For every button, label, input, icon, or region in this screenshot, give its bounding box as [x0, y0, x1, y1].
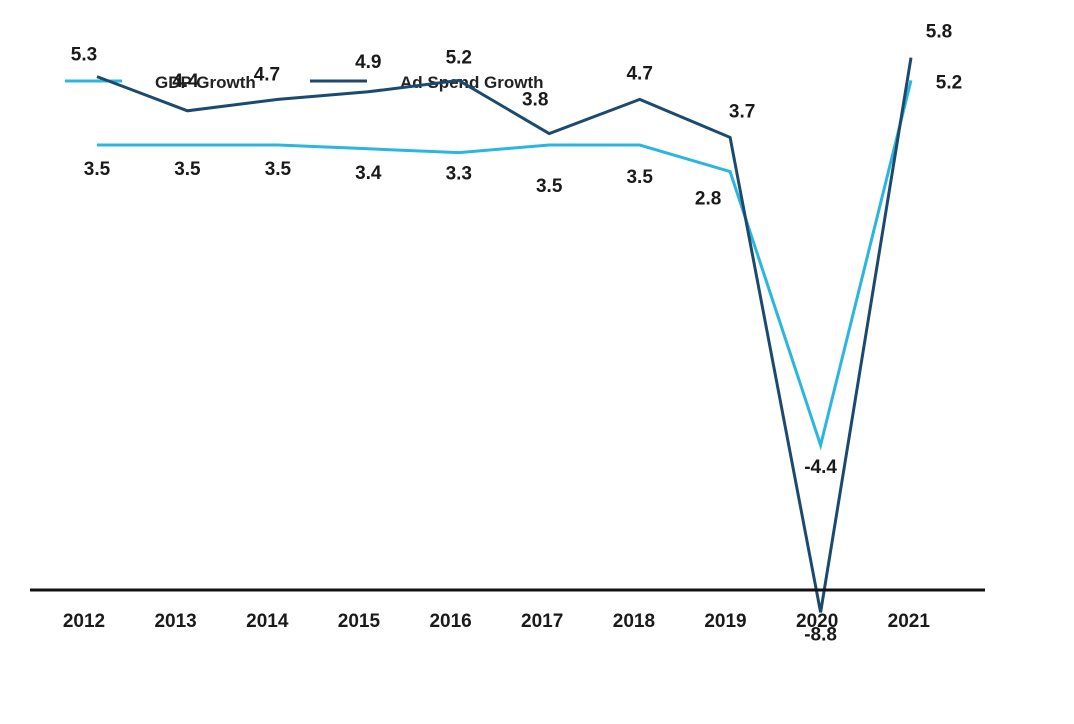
data-label-ad-spend-growth-2014: 4.7 [254, 64, 280, 85]
data-label-ad-spend-growth-2018: 4.7 [626, 63, 652, 84]
plot-area: 3.5 3.5 3.5 3.4 3.3 3.5 3.5 2.8 -4.4 5.2 5.3 4.4 4.7… [71, 22, 962, 646]
data-label-ad-spend-growth-2020: -8.8 [804, 624, 837, 645]
data-label-ad-spend-growth-2016: 5.2 [446, 47, 472, 68]
data-label-ad-spend-growth-2021: 5.8 [926, 22, 952, 43]
data-label-gdp-growth-2014: 3.5 [265, 159, 292, 180]
data-label-ad-spend-growth-2012: 5.3 [71, 45, 97, 66]
x-axis-tick-labels: 2012 2013 2014 2015 2016 2017 2018 2019 2020 2021 [63, 611, 931, 632]
x-tick-label-2014: 2014 [246, 611, 289, 632]
legend-label-ad-spend-growth: Ad Spend Growth [400, 73, 544, 92]
data-label-gdp-growth-2013: 3.5 [174, 159, 201, 180]
legend: GDP Growth Ad Spend Growth [65, 73, 544, 92]
x-tick-label-2020: 2020 [796, 611, 838, 632]
data-label-gdp-growth-2019: 2.8 [695, 189, 721, 210]
data-label-gdp-growth-2021: 5.2 [936, 72, 962, 93]
data-label-ad-spend-growth-2019: 3.7 [729, 101, 755, 122]
x-tick-label-2013: 2013 [154, 611, 196, 632]
series-line-ad-spend-growth [96, 57, 913, 613]
x-tick-label-2021: 2021 [888, 611, 931, 632]
data-label-ad-spend-growth-2015: 4.9 [355, 52, 381, 73]
data-label-gdp-growth-2016: 3.3 [446, 164, 472, 185]
data-label-gdp-growth-2017: 3.5 [536, 176, 563, 197]
data-label-ad-spend-growth-2017: 3.8 [522, 90, 548, 111]
x-tick-label-2019: 2019 [704, 611, 746, 632]
series-line-gdp-growth [97, 80, 913, 451]
data-label-gdp-growth-2012: 3.5 [84, 159, 111, 180]
x-tick-label-2015: 2015 [338, 611, 381, 632]
x-tick-label-2016: 2016 [429, 611, 471, 632]
legend-label-gdp-growth: GDP Growth [155, 73, 256, 92]
data-label-gdp-growth-2020: -4.4 [804, 457, 837, 478]
x-tick-label-2017: 2017 [521, 611, 563, 632]
x-tick-label-2012: 2012 [63, 611, 105, 632]
data-label-ad-spend-growth-2013: 4.4 [172, 71, 199, 92]
x-tick-label-2018: 2018 [613, 611, 655, 632]
data-label-gdp-growth-2018: 3.5 [626, 167, 653, 188]
data-label-gdp-growth-2015: 3.4 [355, 163, 382, 184]
